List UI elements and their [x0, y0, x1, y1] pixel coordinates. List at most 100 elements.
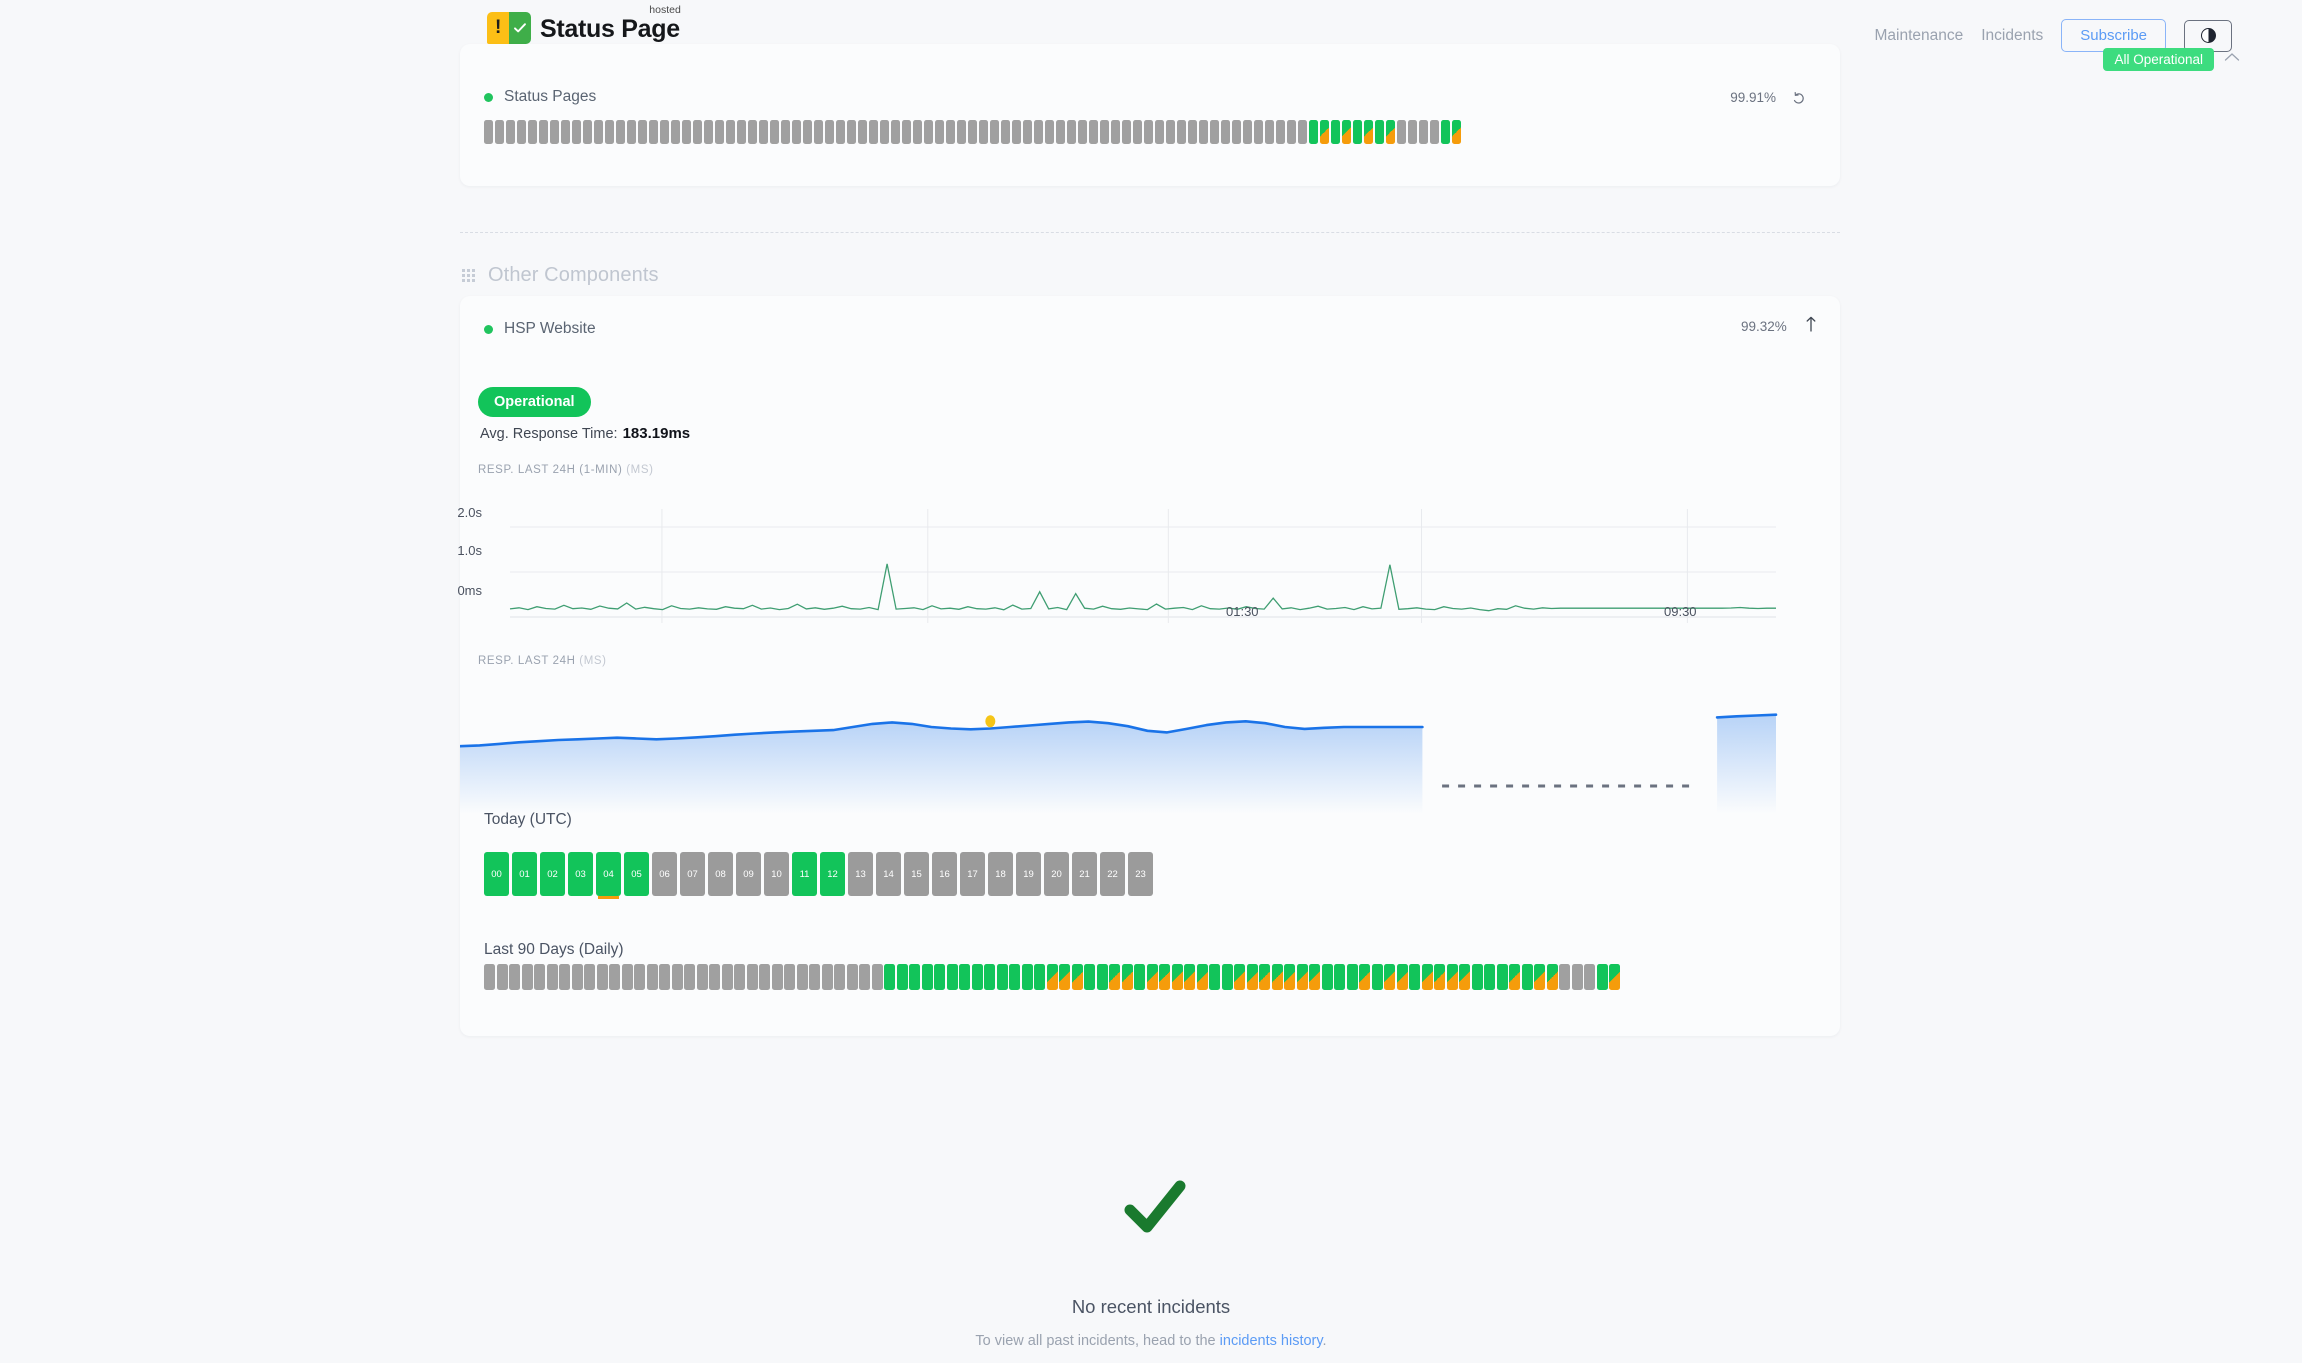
uptime-segment[interactable]: [1254, 120, 1263, 144]
day-block[interactable]: [821, 964, 833, 990]
day-block[interactable]: [1021, 964, 1033, 990]
grid-drag-icon[interactable]: [462, 269, 475, 282]
hour-block[interactable]: 19: [1016, 852, 1041, 896]
day-block[interactable]: [1396, 964, 1408, 990]
uptime-segment[interactable]: [495, 120, 504, 144]
uptime-segment[interactable]: [1122, 120, 1131, 144]
uptime-segment[interactable]: [484, 120, 493, 144]
day-block[interactable]: [509, 964, 520, 990]
uptime-segment[interactable]: [1001, 120, 1010, 144]
day-block[interactable]: [1234, 964, 1245, 990]
day-block[interactable]: [1446, 964, 1458, 990]
nav-maintenance[interactable]: Maintenance: [1874, 26, 1964, 44]
day-block[interactable]: [709, 964, 720, 990]
day-block[interactable]: [1384, 964, 1395, 990]
day-block[interactable]: [1034, 964, 1045, 990]
day-block[interactable]: [884, 964, 895, 990]
day-block[interactable]: [734, 964, 745, 990]
hour-block[interactable]: 00: [484, 852, 509, 896]
hour-block[interactable]: 08: [708, 852, 733, 896]
day-block[interactable]: [1146, 964, 1158, 990]
uptime-segment[interactable]: [605, 120, 614, 144]
hour-block[interactable]: 15: [904, 852, 929, 896]
day-block[interactable]: [1046, 964, 1058, 990]
uptime-segment[interactable]: [1320, 120, 1329, 144]
uptime-segment[interactable]: [660, 120, 669, 144]
day-block[interactable]: [609, 964, 620, 990]
uptime-segment[interactable]: [583, 120, 592, 144]
day-block[interactable]: [671, 964, 683, 990]
uptime-segment[interactable]: [1144, 120, 1153, 144]
day-block[interactable]: [521, 964, 533, 990]
day-block[interactable]: [1471, 964, 1483, 990]
day-block[interactable]: [1296, 964, 1308, 990]
day-block[interactable]: [784, 964, 795, 990]
day-block[interactable]: [1196, 964, 1208, 990]
day-block[interactable]: [871, 964, 883, 990]
day-block[interactable]: [1534, 964, 1545, 990]
hour-block[interactable]: 06: [652, 852, 677, 896]
hour-block[interactable]: 10: [764, 852, 789, 896]
uptime-segment[interactable]: [1012, 120, 1021, 144]
uptime-segment[interactable]: [561, 120, 570, 144]
day-block[interactable]: [1109, 964, 1120, 990]
hour-block[interactable]: 03: [568, 852, 593, 896]
uptime-segment[interactable]: [1408, 120, 1417, 144]
uptime-segment[interactable]: [572, 120, 581, 144]
day-block[interactable]: [1496, 964, 1508, 990]
uptime-segment[interactable]: [1210, 120, 1219, 144]
day-block[interactable]: [1321, 964, 1333, 990]
uptime-segment[interactable]: [968, 120, 977, 144]
uptime-segment[interactable]: [1155, 120, 1164, 144]
uptime-segment[interactable]: [1100, 120, 1109, 144]
uptime-segment[interactable]: [803, 120, 812, 144]
hour-block[interactable]: 23: [1128, 852, 1153, 896]
day-block[interactable]: [634, 964, 645, 990]
day-block[interactable]: [696, 964, 708, 990]
day-block[interactable]: [1609, 964, 1620, 990]
day-block[interactable]: [996, 964, 1008, 990]
day-block[interactable]: [959, 964, 970, 990]
uptime-segment[interactable]: [539, 120, 548, 144]
uptime-segment[interactable]: [1056, 120, 1065, 144]
day-block[interactable]: [834, 964, 845, 990]
uptime-segment[interactable]: [1364, 120, 1373, 144]
uptime-segment[interactable]: [1375, 120, 1384, 144]
uptime-segment[interactable]: [902, 120, 911, 144]
uptime-segment[interactable]: [1045, 120, 1054, 144]
hour-block[interactable]: 16: [932, 852, 957, 896]
uptime-segment[interactable]: [726, 120, 735, 144]
day-block[interactable]: [1484, 964, 1495, 990]
hour-block[interactable]: 11: [792, 852, 817, 896]
day-block[interactable]: [1171, 964, 1183, 990]
uptime-segment[interactable]: [814, 120, 823, 144]
uptime-segment[interactable]: [1331, 120, 1340, 144]
uptime-segment[interactable]: [1309, 120, 1318, 144]
uptime-segment[interactable]: [1243, 120, 1252, 144]
hour-block[interactable]: 07: [680, 852, 705, 896]
theme-toggle-button[interactable]: [2184, 19, 2232, 52]
day-block[interactable]: [1346, 964, 1358, 990]
uptime-segment[interactable]: [1166, 120, 1175, 144]
day-block[interactable]: [1334, 964, 1345, 990]
day-block[interactable]: [846, 964, 858, 990]
uptime-segment[interactable]: [1177, 120, 1186, 144]
uptime-segment[interactable]: [1067, 120, 1076, 144]
uptime-segment[interactable]: [1221, 120, 1230, 144]
uptime-segment[interactable]: [781, 120, 790, 144]
hour-block[interactable]: 04: [596, 852, 621, 899]
uptime-segment[interactable]: [1452, 120, 1461, 144]
uptime-segment[interactable]: [979, 120, 988, 144]
day-block[interactable]: [559, 964, 570, 990]
uptime-segment[interactable]: [935, 120, 944, 144]
uptime-segment[interactable]: [1023, 120, 1032, 144]
day-block[interactable]: [1584, 964, 1595, 990]
day-block[interactable]: [484, 964, 495, 990]
last-90-days-blocks[interactable]: [484, 964, 1620, 990]
uptime-segment[interactable]: [737, 120, 746, 144]
hsp-website-row-head[interactable]: HSP Website: [484, 320, 596, 338]
uptime-segment[interactable]: [1353, 120, 1362, 144]
uptime-segment[interactable]: [748, 120, 757, 144]
day-block[interactable]: [1546, 964, 1558, 990]
uptime-segment[interactable]: [682, 120, 691, 144]
